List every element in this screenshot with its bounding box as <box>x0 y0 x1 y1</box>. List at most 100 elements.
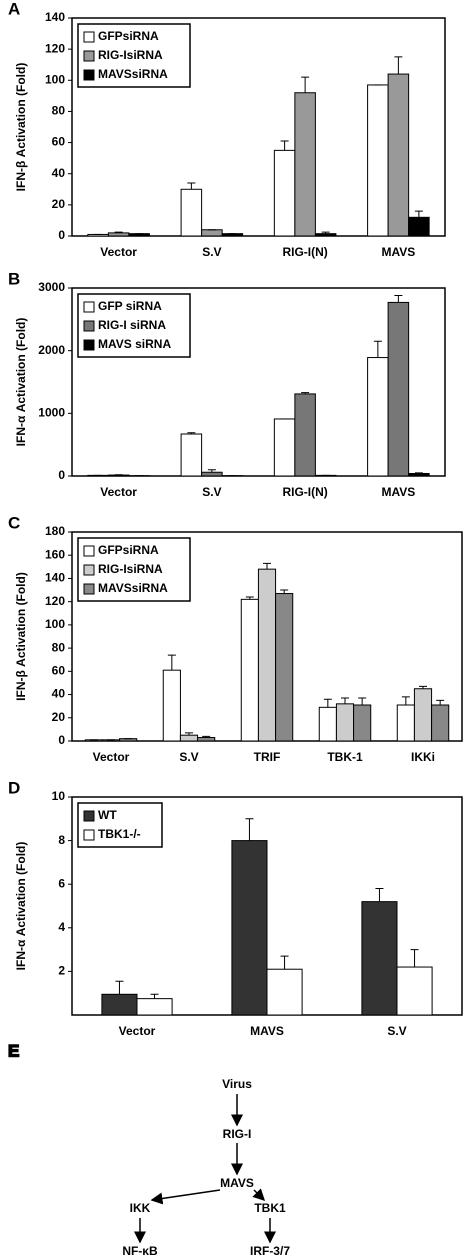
y-tick-label: 120 <box>45 594 65 608</box>
y-axis-label: IFN-β Activation (Fold) <box>14 63 28 192</box>
arrow <box>150 1189 221 1205</box>
bar <box>101 993 138 1016</box>
legend-label: GFP siRNA <box>98 299 162 313</box>
bar <box>179 734 199 742</box>
bar <box>361 901 398 1016</box>
bar <box>197 737 216 742</box>
y-tick-label: 6 <box>58 876 65 890</box>
error-bar <box>263 562 271 570</box>
legend-swatch <box>83 545 95 557</box>
y-axis-label: IFN-α Activation (Fold) <box>14 842 28 971</box>
bar <box>314 233 337 237</box>
error-bar <box>167 654 176 671</box>
error-bar <box>373 340 382 358</box>
bar <box>107 232 130 237</box>
error-bar <box>245 818 254 841</box>
legend-label: MAVSsiRNA <box>98 67 168 81</box>
y-axis-label: IFN-α Activation (Fold) <box>14 318 28 447</box>
y-tick-label: 140 <box>45 571 65 585</box>
y-tick-label: 1000 <box>38 406 65 420</box>
bar <box>387 301 410 477</box>
x-tick-label: TBK-1 <box>327 750 363 764</box>
error-bar <box>394 295 403 303</box>
error-bar <box>207 469 216 473</box>
bar <box>396 966 433 1016</box>
error-bar <box>401 696 410 706</box>
node: MAVS <box>220 1176 254 1190</box>
bar <box>413 688 433 742</box>
error-bar <box>202 735 211 738</box>
y-tick-label: 140 <box>45 10 65 24</box>
bar <box>294 393 316 477</box>
error-bar <box>410 949 419 968</box>
bar <box>201 229 223 237</box>
error-bar <box>187 182 196 190</box>
node: IKK <box>130 1201 151 1215</box>
y-tick-label: 100 <box>45 72 65 86</box>
x-tick-label: IKKi <box>411 750 435 764</box>
x-tick-label: S.V <box>202 245 221 259</box>
bar <box>180 188 203 237</box>
legend-label: MAVS siRNA <box>98 337 171 351</box>
y-tick-label: 60 <box>52 664 66 678</box>
error-bar <box>414 210 423 218</box>
x-tick-label: Vector <box>119 1024 156 1038</box>
y-tick-label: 100 <box>45 617 65 631</box>
legend-label: MAVSsiRNA <box>98 581 168 595</box>
panel-label: A <box>8 0 20 18</box>
y-tick-label: 8 <box>58 833 65 847</box>
bar <box>273 149 296 237</box>
error-bar <box>394 56 403 75</box>
error-bar <box>436 699 445 706</box>
bar <box>180 433 203 477</box>
y-tick-label: 40 <box>52 687 66 701</box>
x-tick-label: Vector <box>100 485 137 499</box>
y-tick-label: 180 <box>45 524 65 538</box>
y-tick-label: 80 <box>52 104 66 118</box>
legend-swatch <box>83 50 95 62</box>
diagram: E Virus RIG-I MAVS IKK TBK1 NF-κB IRF-3/… <box>7 1041 290 1258</box>
node: TBK1 <box>254 1201 286 1215</box>
bar <box>231 840 268 1016</box>
y-tick-label: 0 <box>58 228 65 242</box>
x-tick-label: MAVS <box>381 485 415 499</box>
x-tick-label: RIG-I(N) <box>282 245 327 259</box>
x-tick-label: S.V <box>179 750 198 764</box>
plot-frame <box>71 17 446 237</box>
error-bar <box>323 698 332 708</box>
error-bar <box>280 140 289 151</box>
legend-label: GFPsiRNA <box>98 543 159 557</box>
bar <box>318 706 337 742</box>
bar <box>294 92 316 237</box>
bar <box>257 568 277 742</box>
bar <box>387 73 410 237</box>
legend-swatch <box>83 31 95 43</box>
legend-swatch <box>83 564 95 576</box>
error-bar <box>375 888 384 902</box>
y-tick-label: 80 <box>52 640 66 654</box>
legend-label: RIG-IsiRNA <box>98 48 163 62</box>
bar <box>273 418 296 477</box>
legend-box <box>77 23 191 88</box>
error-bar <box>358 697 367 706</box>
node: IRF-3/7 <box>250 1244 290 1258</box>
panel-label: B <box>8 269 20 288</box>
legend-box <box>77 537 191 602</box>
x-tick-label: MAVS <box>381 245 415 259</box>
bar <box>367 357 389 477</box>
legend-swatch <box>83 810 95 822</box>
x-tick-label: MAVS <box>250 1024 284 1038</box>
y-tick-label: 0 <box>58 733 65 747</box>
error-bar <box>419 685 427 689</box>
plot-frame <box>71 287 446 477</box>
y-tick-label: 20 <box>52 710 66 724</box>
error-bar <box>114 231 123 233</box>
bar <box>136 998 173 1016</box>
legend-swatch <box>83 69 95 81</box>
bar <box>408 216 430 237</box>
legend-label: RIG-I siRNA <box>98 318 166 332</box>
error-bar <box>280 589 289 594</box>
y-tick-label: 2 <box>58 964 65 978</box>
bar <box>275 593 294 742</box>
y-tick-label: 4 <box>58 920 65 934</box>
